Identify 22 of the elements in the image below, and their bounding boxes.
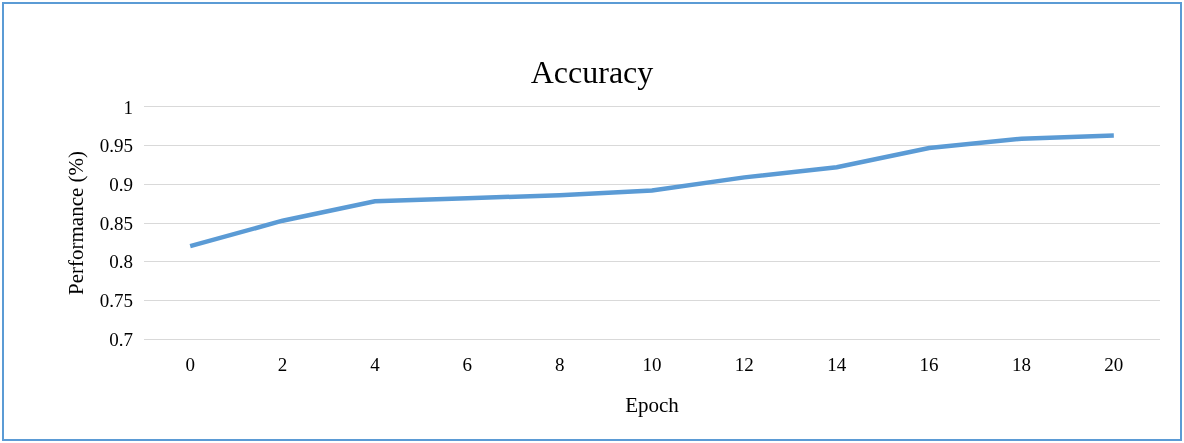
x-tick-label: 12 [734,353,754,375]
chart-title: Accuracy [530,53,654,90]
x-tick-label: 20 [1104,353,1124,375]
x-axis-title: Epoch [625,393,680,417]
x-tick-label: 4 [370,353,381,375]
x-tick-label: 10 [642,353,662,375]
line-series [187,133,1117,249]
y-tick-label: 0.75 [99,289,133,311]
x-tick-label: 16 [919,353,939,375]
y-axis-title: Performance (%) [63,150,88,296]
x-tick-label: 0 [185,353,195,375]
x-tick-label: 14 [827,353,847,375]
y-tick-label: 0.9 [109,173,133,195]
y-tick-label: 0.8 [109,251,133,273]
x-tick-label: 6 [462,353,473,375]
x-tick-label: 2 [277,353,288,375]
y-tick-label: 0.95 [99,135,133,157]
y-tick-label: 1 [123,96,133,118]
y-tick-label: 0.7 [109,328,133,350]
y-tick-label: 0.85 [99,212,133,234]
x-tick-label: 18 [1011,353,1031,375]
x-tick-label: 8 [554,353,565,375]
